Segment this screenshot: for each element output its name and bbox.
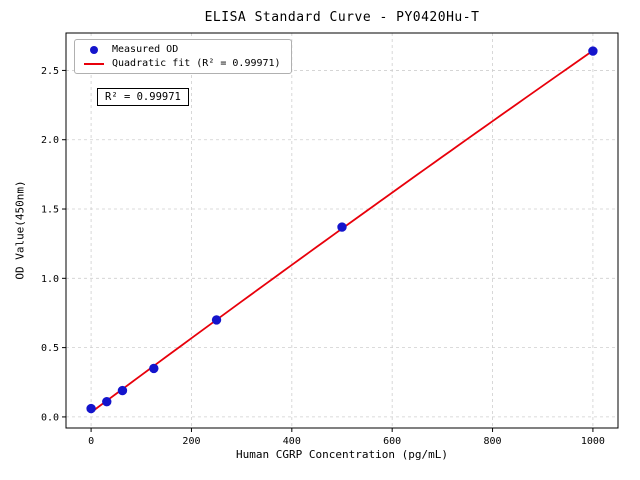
- svg-text:1.5: 1.5: [41, 205, 59, 216]
- svg-text:1000: 1000: [581, 436, 605, 447]
- svg-text:400: 400: [283, 436, 301, 447]
- legend: Measured OD Quadratic fit (R² = 0.99971): [74, 39, 292, 74]
- r-squared-annotation: R² = 0.99971: [97, 88, 189, 106]
- legend-marker-cell: [83, 62, 105, 65]
- svg-text:0: 0: [88, 436, 94, 447]
- x-axis-label: Human CGRP Concentration (pg/mL): [236, 448, 448, 461]
- svg-text:1.0: 1.0: [41, 274, 59, 285]
- svg-text:200: 200: [182, 436, 200, 447]
- legend-label-quadratic-fit: Quadratic fit (R² = 0.99971): [112, 58, 281, 69]
- legend-marker-cell: [83, 45, 105, 54]
- chart-title: ELISA Standard Curve - PY0420Hu-T: [204, 10, 480, 25]
- fit-line-icon: [84, 62, 104, 65]
- svg-text:600: 600: [383, 436, 401, 447]
- measured-od-dot-icon: [90, 45, 98, 54]
- legend-item-measured-od: Measured OD: [83, 44, 281, 55]
- svg-text:0.5: 0.5: [41, 343, 59, 354]
- svg-text:2.5: 2.5: [41, 66, 59, 77]
- y-axis-label: OD Value(450nm): [13, 180, 27, 280]
- legend-item-quadratic-fit: Quadratic fit (R² = 0.99971): [83, 58, 281, 69]
- svg-text:2.0: 2.0: [41, 135, 59, 146]
- legend-label-measured-od: Measured OD: [112, 44, 179, 55]
- svg-text:0.0: 0.0: [41, 412, 59, 423]
- svg-text:800: 800: [484, 436, 502, 447]
